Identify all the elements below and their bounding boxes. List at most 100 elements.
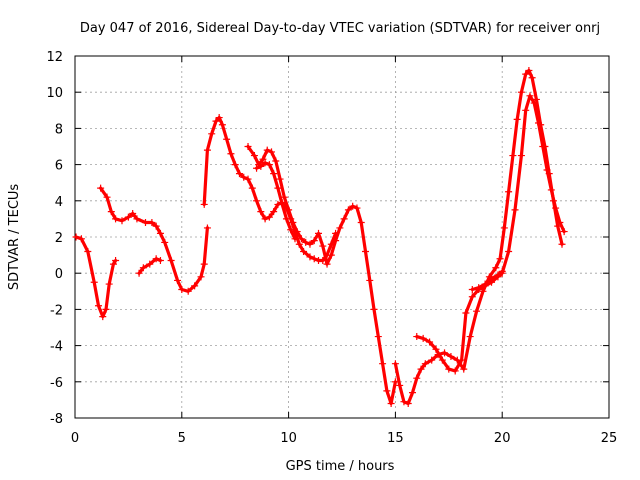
data-point: [240, 173, 248, 181]
data-point: [361, 247, 369, 255]
series-arc-7: [391, 66, 566, 408]
data-point: [244, 143, 252, 150]
data-point: [124, 213, 132, 221]
data-point: [161, 238, 169, 246]
data-point: [547, 186, 555, 194]
data-point: [133, 215, 141, 223]
data-point: [526, 92, 534, 100]
series-arc-6: [253, 159, 299, 243]
data-point: [99, 313, 107, 321]
data-point: [77, 235, 85, 243]
data-point: [349, 202, 357, 210]
series-arc-2: [97, 184, 211, 295]
data-point: [522, 106, 530, 114]
data-point: [178, 285, 186, 293]
data-point: [257, 162, 265, 170]
data-point: [370, 305, 378, 313]
data-point: [306, 240, 314, 248]
data-point: [473, 307, 481, 315]
series-trace: [246, 144, 397, 406]
y-tick-label: 12: [46, 50, 63, 65]
data-point: [488, 275, 496, 283]
data-point: [428, 356, 436, 364]
data-point: [438, 356, 446, 364]
data-point: [250, 152, 258, 160]
x-tick-label: 5: [178, 431, 186, 446]
data-point: [543, 166, 551, 174]
x-tick-label: 25: [601, 431, 618, 446]
data-point: [481, 280, 489, 288]
data-point: [505, 188, 513, 196]
series-trace: [255, 161, 297, 241]
data-point: [332, 237, 340, 245]
data-point: [344, 206, 352, 214]
data-point: [560, 228, 568, 236]
data-point: [261, 159, 269, 167]
data-point: [148, 219, 156, 227]
data-point: [184, 287, 192, 295]
data-point: [417, 365, 425, 373]
data-point: [447, 352, 455, 360]
data-point: [84, 247, 92, 255]
data-point: [248, 184, 256, 192]
data-point: [197, 273, 205, 281]
data-point: [310, 237, 318, 245]
data-point: [421, 360, 429, 368]
data-point: [139, 264, 147, 272]
y-tick-label: -2: [50, 303, 63, 318]
data-point: [274, 184, 282, 192]
data-point: [302, 238, 310, 246]
data-point: [289, 219, 297, 227]
data-point: [315, 229, 323, 237]
data-point: [513, 115, 521, 123]
data-point: [340, 215, 348, 223]
data-point: [525, 66, 533, 74]
series-arc-5: [244, 143, 399, 408]
data-point: [556, 219, 564, 227]
data-point: [528, 74, 536, 82]
data-point: [107, 208, 115, 216]
data-point: [72, 233, 80, 241]
data-point: [223, 135, 231, 143]
data-point: [295, 240, 303, 248]
data-point: [297, 235, 305, 243]
data-point: [174, 276, 182, 284]
data-point: [152, 222, 160, 230]
data-point: [379, 360, 387, 368]
data-point: [270, 208, 278, 216]
data-point: [319, 242, 327, 250]
series-arc-3: [135, 255, 164, 277]
data-point: [103, 193, 111, 201]
y-axis-label: SDTVAR / TECUs: [7, 184, 22, 291]
data-point: [146, 260, 154, 268]
data-point: [468, 293, 476, 301]
x-tick-label: 15: [387, 431, 404, 446]
x-tick-label: 20: [494, 431, 511, 446]
data-point: [451, 367, 459, 375]
data-point: [492, 264, 500, 272]
data-point: [276, 175, 284, 183]
data-point: [517, 152, 525, 160]
data-point: [426, 338, 434, 346]
data-point: [293, 228, 301, 236]
series-arc-1: [72, 233, 120, 321]
series-trace: [415, 94, 566, 373]
data-point: [261, 215, 269, 223]
data-point: [413, 374, 421, 382]
series-arc-9: [468, 267, 506, 293]
data-point: [203, 224, 211, 232]
data-point: [141, 219, 149, 227]
y-tick-label: -4: [50, 340, 63, 355]
data-point: [505, 247, 513, 255]
data-point: [200, 260, 208, 268]
data-point: [327, 251, 335, 259]
y-tick-label: 8: [55, 122, 63, 137]
data-point: [517, 88, 525, 96]
data-point: [285, 206, 293, 214]
data-point: [419, 334, 427, 342]
data-point: [460, 365, 468, 373]
data-point: [496, 255, 504, 263]
data-point: [522, 70, 530, 78]
data-point: [408, 389, 416, 397]
